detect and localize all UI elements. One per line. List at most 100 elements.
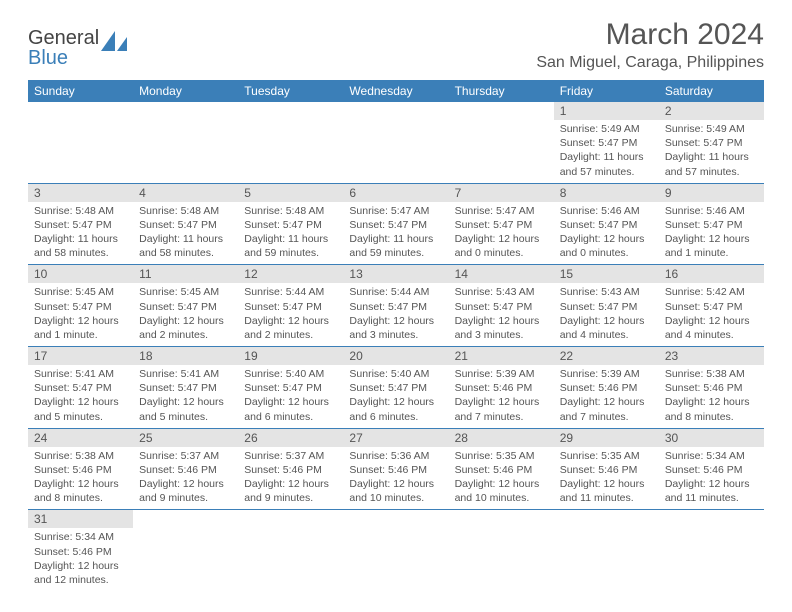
- daylight-text: Daylight: 12 hours and 0 minutes.: [560, 232, 653, 260]
- calendar-day-cell: 16Sunrise: 5:42 AMSunset: 5:47 PMDayligh…: [659, 265, 764, 347]
- day-details: Sunrise: 5:40 AMSunset: 5:47 PMDaylight:…: [343, 365, 448, 428]
- sunset-text: Sunset: 5:46 PM: [665, 463, 758, 477]
- daylight-text: Daylight: 12 hours and 0 minutes.: [455, 232, 548, 260]
- weekday-header: Friday: [554, 80, 659, 102]
- day-number: 20: [343, 347, 448, 365]
- daylight-text: Daylight: 12 hours and 6 minutes.: [244, 395, 337, 423]
- day-number: 21: [449, 347, 554, 365]
- sunrise-text: Sunrise: 5:47 AM: [455, 204, 548, 218]
- calendar-day-cell: 23Sunrise: 5:38 AMSunset: 5:46 PMDayligh…: [659, 347, 764, 429]
- brand-logo: General Blue: [28, 28, 127, 68]
- sunrise-text: Sunrise: 5:42 AM: [665, 285, 758, 299]
- daylight-text: Daylight: 12 hours and 8 minutes.: [665, 395, 758, 423]
- calendar-day-cell: 8Sunrise: 5:46 AMSunset: 5:47 PMDaylight…: [554, 183, 659, 265]
- sunset-text: Sunset: 5:47 PM: [665, 300, 758, 314]
- page-header: General Blue March 2024 San Miguel, Cara…: [28, 18, 764, 72]
- day-number: 11: [133, 265, 238, 283]
- daylight-text: Daylight: 12 hours and 5 minutes.: [139, 395, 232, 423]
- sunrise-text: Sunrise: 5:48 AM: [244, 204, 337, 218]
- calendar-day-cell: [449, 102, 554, 183]
- calendar-day-cell: 21Sunrise: 5:39 AMSunset: 5:46 PMDayligh…: [449, 347, 554, 429]
- calendar-day-cell: 7Sunrise: 5:47 AMSunset: 5:47 PMDaylight…: [449, 183, 554, 265]
- day-number: [449, 510, 554, 514]
- calendar-week-row: 3Sunrise: 5:48 AMSunset: 5:47 PMDaylight…: [28, 183, 764, 265]
- daylight-text: Daylight: 12 hours and 2 minutes.: [244, 314, 337, 342]
- daylight-text: Daylight: 12 hours and 7 minutes.: [560, 395, 653, 423]
- day-number: 27: [343, 429, 448, 447]
- daylight-text: Daylight: 12 hours and 10 minutes.: [349, 477, 442, 505]
- day-number: [133, 102, 238, 106]
- day-number: 17: [28, 347, 133, 365]
- day-number: 29: [554, 429, 659, 447]
- sunrise-text: Sunrise: 5:47 AM: [349, 204, 442, 218]
- calendar-day-cell: 27Sunrise: 5:36 AMSunset: 5:46 PMDayligh…: [343, 428, 448, 510]
- daylight-text: Daylight: 12 hours and 8 minutes.: [34, 477, 127, 505]
- calendar-day-cell: 30Sunrise: 5:34 AMSunset: 5:46 PMDayligh…: [659, 428, 764, 510]
- daylight-text: Daylight: 11 hours and 57 minutes.: [560, 150, 653, 178]
- day-number: 30: [659, 429, 764, 447]
- sunrise-text: Sunrise: 5:49 AM: [665, 122, 758, 136]
- calendar-day-cell: 10Sunrise: 5:45 AMSunset: 5:47 PMDayligh…: [28, 265, 133, 347]
- day-number: 1: [554, 102, 659, 120]
- day-details: Sunrise: 5:34 AMSunset: 5:46 PMDaylight:…: [28, 528, 133, 591]
- weekday-header-row: Sunday Monday Tuesday Wednesday Thursday…: [28, 80, 764, 102]
- daylight-text: Daylight: 11 hours and 59 minutes.: [244, 232, 337, 260]
- sunset-text: Sunset: 5:46 PM: [34, 545, 127, 559]
- day-details: Sunrise: 5:43 AMSunset: 5:47 PMDaylight:…: [449, 283, 554, 346]
- sunrise-text: Sunrise: 5:46 AM: [560, 204, 653, 218]
- weekday-header: Sunday: [28, 80, 133, 102]
- calendar-day-cell: 13Sunrise: 5:44 AMSunset: 5:47 PMDayligh…: [343, 265, 448, 347]
- day-details: Sunrise: 5:40 AMSunset: 5:47 PMDaylight:…: [238, 365, 343, 428]
- sunset-text: Sunset: 5:47 PM: [455, 300, 548, 314]
- day-number: [133, 510, 238, 514]
- sunset-text: Sunset: 5:47 PM: [560, 218, 653, 232]
- calendar-week-row: 10Sunrise: 5:45 AMSunset: 5:47 PMDayligh…: [28, 265, 764, 347]
- weekday-header: Saturday: [659, 80, 764, 102]
- month-title: March 2024: [536, 18, 764, 52]
- calendar-day-cell: 29Sunrise: 5:35 AMSunset: 5:46 PMDayligh…: [554, 428, 659, 510]
- day-details: Sunrise: 5:45 AMSunset: 5:47 PMDaylight:…: [28, 283, 133, 346]
- day-number: 3: [28, 184, 133, 202]
- daylight-text: Daylight: 12 hours and 7 minutes.: [455, 395, 548, 423]
- calendar-day-cell: 11Sunrise: 5:45 AMSunset: 5:47 PMDayligh…: [133, 265, 238, 347]
- day-number: 5: [238, 184, 343, 202]
- sunrise-text: Sunrise: 5:49 AM: [560, 122, 653, 136]
- weekday-header: Thursday: [449, 80, 554, 102]
- daylight-text: Daylight: 12 hours and 12 minutes.: [34, 559, 127, 587]
- day-number: [449, 102, 554, 106]
- day-number: 9: [659, 184, 764, 202]
- day-number: 7: [449, 184, 554, 202]
- sunrise-text: Sunrise: 5:38 AM: [34, 449, 127, 463]
- daylight-text: Daylight: 12 hours and 1 minute.: [665, 232, 758, 260]
- location-text: San Miguel, Caraga, Philippines: [536, 54, 764, 72]
- daylight-text: Daylight: 11 hours and 59 minutes.: [349, 232, 442, 260]
- day-details: Sunrise: 5:49 AMSunset: 5:47 PMDaylight:…: [659, 120, 764, 183]
- sunset-text: Sunset: 5:47 PM: [665, 218, 758, 232]
- sunset-text: Sunset: 5:46 PM: [455, 463, 548, 477]
- sunset-text: Sunset: 5:47 PM: [349, 218, 442, 232]
- day-number: 28: [449, 429, 554, 447]
- daylight-text: Daylight: 12 hours and 9 minutes.: [244, 477, 337, 505]
- sunrise-text: Sunrise: 5:48 AM: [139, 204, 232, 218]
- day-details: Sunrise: 5:35 AMSunset: 5:46 PMDaylight:…: [449, 447, 554, 510]
- day-details: Sunrise: 5:39 AMSunset: 5:46 PMDaylight:…: [554, 365, 659, 428]
- day-number: 12: [238, 265, 343, 283]
- title-block: March 2024 San Miguel, Caraga, Philippin…: [536, 18, 764, 72]
- sunset-text: Sunset: 5:47 PM: [139, 218, 232, 232]
- daylight-text: Daylight: 12 hours and 4 minutes.: [665, 314, 758, 342]
- day-number: 31: [28, 510, 133, 528]
- day-number: 18: [133, 347, 238, 365]
- calendar-day-cell: 15Sunrise: 5:43 AMSunset: 5:47 PMDayligh…: [554, 265, 659, 347]
- calendar-week-row: 24Sunrise: 5:38 AMSunset: 5:46 PMDayligh…: [28, 428, 764, 510]
- daylight-text: Daylight: 12 hours and 9 minutes.: [139, 477, 232, 505]
- sunset-text: Sunset: 5:47 PM: [560, 300, 653, 314]
- sunset-text: Sunset: 5:47 PM: [560, 136, 653, 150]
- calendar-day-cell: [343, 102, 448, 183]
- day-details: Sunrise: 5:34 AMSunset: 5:46 PMDaylight:…: [659, 447, 764, 510]
- sunset-text: Sunset: 5:46 PM: [349, 463, 442, 477]
- day-details: Sunrise: 5:49 AMSunset: 5:47 PMDaylight:…: [554, 120, 659, 183]
- day-details: Sunrise: 5:46 AMSunset: 5:47 PMDaylight:…: [659, 202, 764, 265]
- day-details: Sunrise: 5:41 AMSunset: 5:47 PMDaylight:…: [133, 365, 238, 428]
- sunrise-text: Sunrise: 5:40 AM: [349, 367, 442, 381]
- sunrise-text: Sunrise: 5:39 AM: [560, 367, 653, 381]
